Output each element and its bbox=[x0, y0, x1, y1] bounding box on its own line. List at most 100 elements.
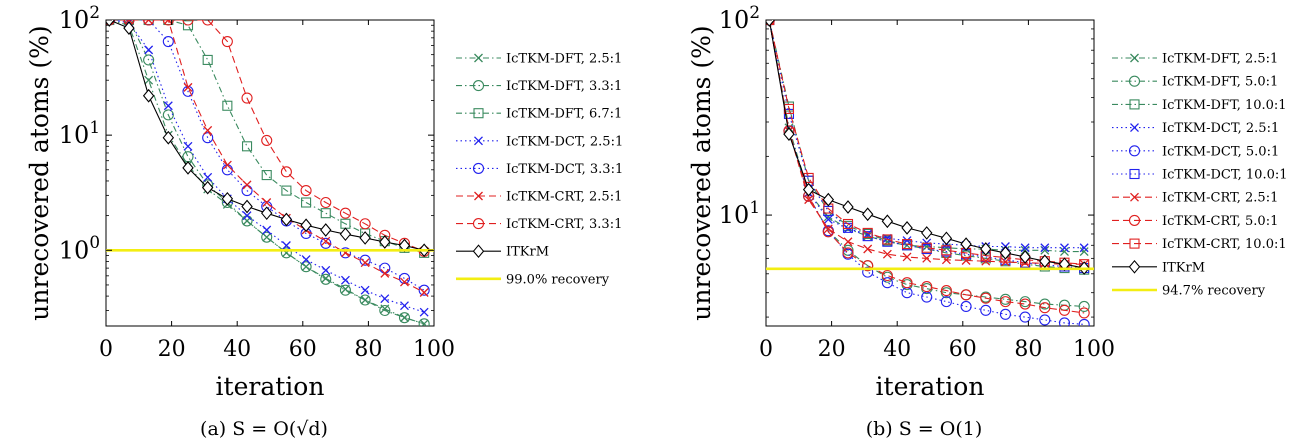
point-ictkm-crt-5-0-1-b-15 bbox=[1058, 304, 1071, 316]
point-ictkm-dft-2-5-1-a-13 bbox=[360, 295, 370, 305]
point-itkrm-a-3 bbox=[162, 130, 175, 145]
point-itkrm-b-15 bbox=[1058, 257, 1071, 272]
point-ictkm-dct-2-5-1-a-8 bbox=[262, 225, 272, 235]
point-ictkm-dct-5-0-1-b-15 bbox=[1058, 317, 1071, 326]
point-ictkm-dct-5-0-1-b-13 bbox=[1019, 311, 1031, 323]
legend-label-ictkm-crt-2-5-1-a: IcTKM-CRT, 2.5:1 bbox=[506, 190, 622, 205]
legend-marker-ictkm-dft-10-0-1-b bbox=[1129, 99, 1140, 110]
x-tick-label-b-3: 60 bbox=[949, 337, 977, 362]
point-ictkm-crt-10-0-1-b-4 bbox=[842, 218, 854, 230]
point-ictkm-dct-2-5-1-a-14 bbox=[380, 294, 390, 304]
y-axis-title-b: unrecovered atoms (%) bbox=[687, 25, 716, 320]
point-ictkm-dct-3-3-1-a-5 bbox=[202, 132, 214, 144]
legend-marker-ictkm-dct-2-5-1-b bbox=[1130, 123, 1139, 133]
point-ictkm-dct-3-3-1-a-12 bbox=[339, 247, 351, 259]
point-ictkm-crt-2-5-1-b-7 bbox=[902, 252, 912, 262]
x-tick-label-b-4: 80 bbox=[1014, 337, 1042, 362]
point-ictkm-dct-2-5-1-b-15 bbox=[1060, 243, 1069, 253]
point-ictkm-dft-3-3-1-a-12 bbox=[339, 284, 351, 296]
point-ictkm-dft-3-3-1-a-9 bbox=[280, 247, 292, 259]
point-ictkm-crt-3-3-1-a-3 bbox=[162, 20, 174, 26]
legend-label-ictkm-dct-10-0-1-b: IcTKM-DCT, 10.0:1 bbox=[1162, 168, 1288, 183]
point-ictkm-crt-2-5-1-a-7 bbox=[242, 180, 252, 190]
legend-marker-ictkm-crt-10-0-1-b bbox=[1129, 238, 1140, 249]
point-ictkm-crt-3-3-1-a-9 bbox=[280, 166, 292, 178]
point-ictkm-dft-2-5-1-a-10 bbox=[301, 262, 311, 272]
plot-frame-a bbox=[105, 19, 435, 327]
point-itkrm-a-12 bbox=[339, 227, 352, 242]
point-ictkm-crt-10-0-1-b-5 bbox=[862, 227, 873, 238]
point-itkrm-a-0 bbox=[106, 20, 115, 27]
point-ictkm-crt-10-0-1-b-7 bbox=[901, 239, 913, 250]
point-ictkm-crt-3-3-1-a-13 bbox=[359, 218, 371, 230]
point-ictkm-dct-2-5-1-a-7 bbox=[242, 211, 252, 221]
point-ictkm-crt-2-5-1-a-8 bbox=[262, 198, 272, 207]
legend-marker-ictkm-crt-3-3-1-a bbox=[472, 218, 485, 230]
series-line-ictkm-dct-10-0-1-b bbox=[768, 20, 1085, 269]
x-tick-label-a-4: 80 bbox=[354, 337, 382, 362]
point-ictkm-crt-10-0-1-b-8 bbox=[921, 242, 932, 253]
point-ictkm-crt-2-5-1-b-8 bbox=[922, 253, 932, 263]
point-ictkm-dft-6-7-1-a-8 bbox=[261, 170, 272, 181]
point-ictkm-crt-2-5-1-a-6 bbox=[222, 160, 232, 170]
caption-a: (a) S = O(√d) bbox=[200, 418, 328, 440]
point-ictkm-crt-3-3-1-a-6 bbox=[221, 35, 233, 48]
point-ictkm-crt-5-0-1-b-14 bbox=[1039, 302, 1051, 314]
point-ictkm-dct-3-3-1-a-11 bbox=[320, 237, 332, 249]
legend-label-ictkm-dft-3-3-1-a: IcTKM-DFT, 3.3:1 bbox=[506, 79, 622, 94]
point-ictkm-dft-3-3-1-a-16 bbox=[418, 318, 430, 326]
legend-label-ictkm-crt-10-0-1-b: IcTKM-CRT, 10.0:1 bbox=[1162, 237, 1287, 252]
legend-marker-ictkm-dft-2-5-1-a bbox=[474, 53, 483, 63]
x-tick-label-b-5: 100 bbox=[1073, 337, 1115, 362]
point-ictkm-crt-2-5-1-a-5 bbox=[203, 125, 213, 135]
point-ictkm-dft-3-3-1-a-15 bbox=[398, 312, 411, 324]
point-ictkm-dct-2-5-1-a-11 bbox=[321, 265, 331, 275]
point-ictkm-dct-2-5-1-a-16 bbox=[419, 307, 429, 317]
x-tick-label-b-0: 0 bbox=[759, 337, 773, 362]
legend-marker-ictkm-dft-2-5-1-b bbox=[1130, 53, 1139, 63]
point-itkrm-a-6 bbox=[221, 191, 234, 206]
point-itkrm-a-4 bbox=[182, 160, 194, 175]
point-ictkm-crt-2-5-1-a-11 bbox=[321, 236, 331, 246]
point-ictkm-dft-3-3-1-a-10 bbox=[300, 261, 312, 273]
point-ictkm-crt-3-3-1-a-7 bbox=[241, 92, 253, 104]
point-ictkm-crt-2-5-1-a-16 bbox=[419, 288, 429, 297]
point-ictkm-dct-5-0-1-b-5 bbox=[862, 266, 874, 278]
point-ictkm-crt-2-5-1-a-15 bbox=[400, 277, 409, 287]
series-line-ictkm-dft-2-5-1-a bbox=[109, 20, 425, 325]
series-line-ictkm-dct-2-5-1-a bbox=[109, 20, 425, 313]
point-ictkm-dft-6-7-1-a-7 bbox=[241, 141, 253, 152]
point-ictkm-crt-2-5-1-b-6 bbox=[882, 249, 892, 259]
plot-frame-b bbox=[765, 19, 1095, 327]
point-itkrm-a-13 bbox=[359, 231, 371, 245]
point-itkrm-b-9 bbox=[940, 231, 953, 246]
point-itkrm-b-4 bbox=[842, 200, 854, 214]
point-itkrm-a-5 bbox=[201, 180, 214, 195]
series-line-ictkm-dft-2-5-1-b bbox=[768, 20, 1085, 253]
legend-label-ictkm-dft-6-7-1-a: IcTKM-DFT, 6.7:1 bbox=[506, 107, 622, 122]
point-ictkm-crt-5-0-1-b-5 bbox=[862, 260, 874, 272]
series-line-ictkm-crt-2-5-1-a bbox=[109, 20, 425, 293]
point-ictkm-dct-2-5-1-a-3 bbox=[163, 101, 173, 111]
series-line-ictkm-crt-5-0-1-b bbox=[768, 20, 1085, 314]
legend-label-ictkm-dct-2-5-1-a: IcTKM-DCT, 2.5:1 bbox=[506, 134, 623, 149]
point-ictkm-dft-3-3-1-a-11 bbox=[320, 273, 332, 285]
point-ictkm-dft-2-5-1-b-3 bbox=[823, 212, 833, 222]
point-ictkm-crt-2-5-1-a-2 bbox=[144, 20, 154, 25]
point-ictkm-dct-2-5-1-a-12 bbox=[340, 275, 350, 285]
point-ictkm-dft-6-7-1-a-11 bbox=[320, 208, 331, 219]
y-tick-label-a-1: 101 bbox=[59, 117, 100, 149]
point-ictkm-crt-3-3-1-a-2 bbox=[143, 20, 155, 26]
y-tick-label-a-2: 102 bbox=[59, 2, 100, 34]
legend-marker-itkrm-b bbox=[1128, 259, 1141, 274]
point-itkrm-a-8 bbox=[261, 206, 273, 221]
y-axis-title-a: unrecovered atoms (%) bbox=[25, 25, 54, 320]
point-ictkm-crt-3-3-1-a-8 bbox=[261, 134, 273, 146]
point-ictkm-dct-2-5-1-a-2 bbox=[144, 45, 154, 55]
point-ictkm-dct-2-5-1-a-4 bbox=[183, 141, 193, 151]
legend-label-ictkm-dft-2-5-1-b: IcTKM-DFT, 2.5:1 bbox=[1162, 52, 1278, 67]
point-ictkm-dft-5-0-1-b-16 bbox=[1078, 300, 1090, 313]
legend-label-itkrm-b: ITKrM bbox=[1162, 260, 1205, 275]
point-ictkm-dct-3-3-1-a-3 bbox=[162, 35, 174, 48]
